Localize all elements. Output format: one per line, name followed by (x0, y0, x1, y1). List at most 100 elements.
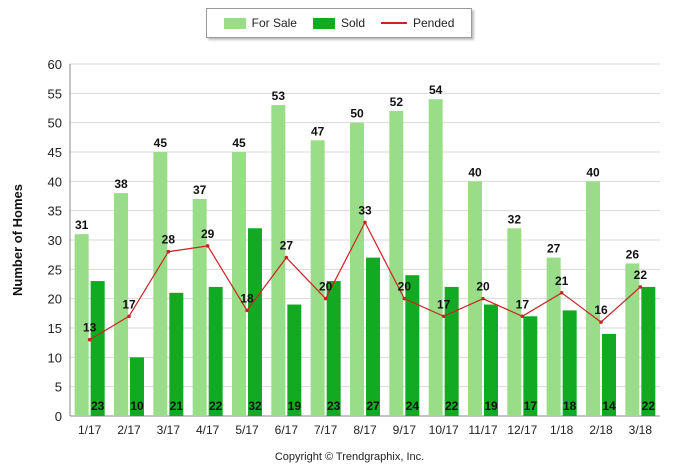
data-label-pended: 22 (634, 268, 648, 282)
x-tick-label: 8/17 (353, 423, 377, 437)
pended-point (205, 244, 210, 248)
data-label-pended: 28 (162, 233, 176, 247)
bar-sold (130, 357, 144, 416)
bar-for-sale (114, 193, 128, 416)
data-label-pended: 33 (358, 203, 372, 217)
bar-for-sale (232, 152, 246, 416)
data-label-sold: 22 (642, 399, 656, 413)
data-label-pended: 13 (83, 321, 97, 335)
y-tick-label: 60 (48, 57, 62, 72)
legend-swatch-sold (312, 17, 335, 29)
bar-sold (602, 333, 616, 416)
y-tick-label: 55 (48, 86, 62, 101)
bar-for-sale (74, 234, 89, 416)
bar-for-sale (468, 181, 482, 416)
bar-for-sale (153, 152, 168, 416)
x-tick-label: 5/17 (235, 423, 259, 437)
y-tick-label: 40 (48, 174, 62, 189)
pended-point (441, 314, 446, 319)
data-label-sold: 24 (406, 399, 420, 413)
x-tick-label: 4/17 (196, 423, 220, 437)
y-tick-label: 35 (48, 204, 62, 219)
data-label-sold: 10 (130, 399, 144, 413)
pended-point (284, 255, 289, 260)
legend-swatch-for-sale (223, 17, 246, 29)
data-label-for-sale: 50 (350, 107, 364, 121)
data-label-for-sale: 47 (311, 124, 325, 138)
x-tick-label: 1/18 (550, 423, 574, 437)
data-label-pended: 17 (516, 297, 530, 311)
data-label-pended: 20 (398, 280, 412, 294)
x-tick-label: 1/17 (78, 423, 102, 437)
data-label-pended: 18 (240, 291, 254, 305)
data-label-sold: 17 (524, 399, 538, 413)
pended-point (520, 314, 525, 319)
data-label-sold: 32 (248, 399, 262, 413)
bar-sold (523, 316, 538, 416)
data-label-pended: 29 (201, 227, 215, 241)
data-label-sold: 19 (288, 399, 302, 413)
legend-label-sold: Sold (340, 16, 365, 30)
pended-point (559, 291, 564, 295)
data-label-for-sale: 54 (429, 83, 443, 97)
bar-sold (90, 281, 105, 416)
data-label-sold: 14 (602, 399, 616, 413)
bar-sold (287, 304, 302, 416)
bar-for-sale (310, 140, 325, 416)
copyright-text: Copyright © Trendgraphix, Inc. (274, 451, 425, 463)
data-label-for-sale: 26 (626, 247, 640, 261)
x-tick-label: 10/17 (429, 423, 459, 437)
x-tick-label: 6/17 (275, 423, 299, 437)
y-tick-label: 30 (48, 233, 62, 248)
x-tick-label: 2/17 (117, 423, 141, 437)
x-tick-label: 3/17 (157, 423, 181, 437)
x-tick-label: 12/17 (507, 423, 537, 437)
data-label-for-sale: 52 (390, 95, 404, 109)
data-label-sold: 18 (563, 399, 577, 413)
bar-sold (169, 292, 184, 416)
y-tick-label: 50 (48, 116, 62, 131)
bar-for-sale (389, 110, 404, 416)
pended-point (323, 296, 328, 301)
y-tick-label: 15 (48, 321, 62, 336)
data-label-pended: 20 (319, 280, 333, 294)
data-label-pended: 27 (280, 239, 294, 253)
bar-sold (484, 304, 498, 416)
data-label-pended: 17 (122, 297, 136, 311)
pended-point (245, 308, 249, 313)
data-label-sold: 22 (209, 399, 223, 413)
data-label-for-sale: 27 (547, 242, 561, 256)
pended-point (166, 249, 171, 254)
y-tick-label: 5 (55, 380, 62, 395)
bar-sold (405, 275, 420, 416)
data-label-pended: 17 (437, 297, 451, 311)
data-label-for-sale: 32 (508, 212, 522, 226)
data-label-pended: 16 (594, 303, 608, 317)
bar-for-sale (586, 181, 600, 416)
data-label-for-sale: 40 (468, 165, 482, 179)
y-tick-label: 45 (48, 145, 62, 160)
bar-for-sale (428, 99, 443, 416)
data-label-pended: 21 (555, 274, 569, 288)
x-tick-label: 11/17 (468, 423, 497, 437)
bar-sold (366, 257, 380, 416)
y-tick-label: 10 (48, 350, 62, 365)
data-label-sold: 27 (366, 399, 380, 413)
bar-sold (444, 286, 459, 416)
y-axis-label: Number of Homes (10, 184, 25, 296)
data-label-sold: 19 (484, 399, 498, 413)
data-label-for-sale: 45 (232, 136, 246, 150)
data-label-sold: 22 (445, 399, 459, 413)
x-tick-label: 3/18 (629, 423, 653, 437)
x-tick-label: 2/18 (589, 423, 613, 437)
legend-item-sold: Sold (312, 16, 365, 30)
legend-item-pended: Pended (381, 16, 454, 30)
data-label-sold: 23 (91, 399, 105, 413)
data-label-for-sale: 38 (114, 177, 128, 191)
pended-point (363, 220, 367, 225)
bar-for-sale (625, 263, 640, 416)
y-tick-label: 0 (55, 409, 62, 424)
data-label-for-sale: 45 (154, 136, 168, 150)
pended-point (402, 296, 407, 301)
